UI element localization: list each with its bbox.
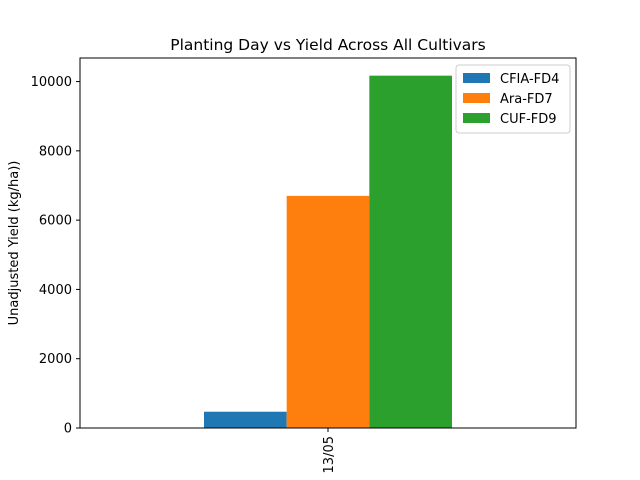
y-tick-label: 4000 <box>39 283 72 298</box>
plot-frame <box>79 57 577 429</box>
y-tick-label: 0 <box>64 422 72 437</box>
legend-swatch <box>463 113 490 123</box>
legend-label: Ara-FD7 <box>500 92 553 107</box>
legend-label: CUF-FD9 <box>500 112 557 127</box>
y-tick-label: 8000 <box>39 144 72 159</box>
y-tick-label: 6000 <box>39 214 72 229</box>
chart-title: Planting Day vs Yield Across All Cultiva… <box>170 36 486 54</box>
legend-swatch <box>463 73 490 83</box>
x-tick-label: 13/05 <box>322 436 337 473</box>
bars-group <box>204 75 452 428</box>
y-tick-label: 10000 <box>31 75 72 90</box>
y-tick-label: 2000 <box>39 352 72 367</box>
legend: CFIA-FD4 Ara-FD7 CUF-FD9 <box>455 64 571 134</box>
bar-cfia-fd4 <box>204 411 287 428</box>
legend-swatch <box>463 93 490 103</box>
x-axis: 13/05 <box>322 428 337 473</box>
bar-cuf-fd9 <box>369 75 452 428</box>
y-axis-label: Unadjusted Yield (kg/ha)) <box>7 161 22 326</box>
legend-label: CFIA-FD4 <box>500 72 559 87</box>
y-axis: 0 2000 4000 6000 8000 10000 <box>31 75 80 437</box>
bar-ara-fd7 <box>286 195 370 428</box>
